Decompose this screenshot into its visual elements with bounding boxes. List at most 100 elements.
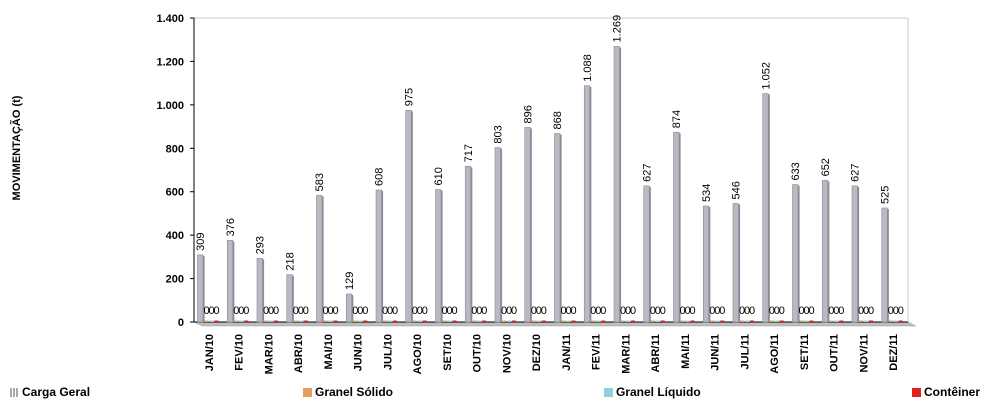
y-tick-label: 1.000 (156, 100, 184, 112)
x-tick-label: AGO/11 (769, 334, 781, 374)
chart-floor (193, 321, 917, 327)
y-tick-label: 200 (166, 274, 184, 286)
bar-carga-geral (613, 46, 620, 323)
data-label-zero-2: 0 (268, 305, 274, 317)
bar-zero-1 (293, 320, 298, 322)
bar-carga-geral (732, 203, 739, 323)
x-tick-label: MAI/10 (323, 334, 335, 369)
x-tick-label: JAN/10 (204, 334, 216, 371)
y-tick-label: 1.200 (156, 56, 184, 68)
data-label-zero-1: 0 (769, 305, 775, 317)
legend-swatch-conteiner (912, 387, 921, 397)
bar-zero-1 (323, 320, 328, 322)
data-label-carga-geral: 218 (285, 252, 297, 270)
bar-zero-3 (869, 320, 873, 322)
data-label-zero-2: 0 (833, 305, 839, 317)
bar-zero-2 (209, 320, 214, 322)
x-tick-label: AGO/10 (412, 334, 424, 374)
x-tick-label: JUL/10 (382, 334, 394, 370)
bar-carga-geral (405, 109, 412, 323)
x-tick-label: JAN/11 (561, 334, 573, 371)
bar-zero-2 (834, 320, 839, 322)
bar-side-carga-geral (470, 167, 473, 322)
y-tick-label: 400 (166, 230, 184, 242)
data-label-zero-2: 0 (446, 305, 452, 317)
data-label-zero-3: 0 (362, 305, 368, 317)
bar-side-carga-geral (708, 207, 711, 322)
bar-zero-2 (536, 320, 541, 322)
bar-zero-1 (621, 320, 625, 322)
y-tick-label: 600 (166, 187, 184, 199)
data-label-zero-3: 0 (689, 305, 695, 317)
bar-side-carga-geral (322, 196, 324, 322)
bar-zero-1 (412, 320, 417, 322)
data-label-zero-3: 0 (570, 305, 576, 317)
data-label-zero-1: 0 (560, 305, 566, 317)
bar-side-carga-geral (738, 204, 741, 322)
data-label-carga-geral: 652 (820, 158, 832, 176)
bar-zero-1 (740, 320, 744, 322)
data-label-zero-1: 0 (263, 305, 269, 317)
data-label-zero-1: 0 (858, 305, 864, 317)
bar-side-carga-geral (768, 94, 770, 323)
x-tick-label: JUN/11 (710, 334, 722, 371)
bar-side-carga-geral (351, 294, 354, 322)
bar-zero-3 (422, 320, 427, 322)
bar-zero-1 (859, 320, 863, 322)
data-label-carga-geral: 1.269 (612, 15, 624, 43)
data-label-carga-geral: 868 (552, 111, 564, 129)
bar-carga-geral (316, 195, 323, 323)
x-tick-label: DEZ/10 (531, 334, 543, 371)
data-label-carga-geral: 309 (195, 233, 207, 251)
bar-zero-3 (482, 320, 487, 322)
bar-zero-3 (363, 320, 368, 322)
data-label-zero-2: 0 (774, 305, 780, 317)
bar-zero-3 (452, 320, 457, 322)
data-label-zero-1: 0 (412, 305, 418, 317)
bar-zero-3 (333, 320, 338, 322)
bar-carga-geral (524, 127, 531, 323)
data-label-zero-1: 0 (471, 305, 477, 317)
x-tick-label: MAR/10 (263, 334, 275, 374)
data-label-zero-1: 0 (293, 305, 299, 317)
bar-zero-2 (774, 320, 779, 322)
data-label-carga-geral: 610 (433, 167, 445, 185)
data-label-zero-2: 0 (357, 305, 363, 317)
x-tick-label: JUN/10 (353, 334, 365, 371)
x-tick-label: MAR/11 (620, 334, 632, 374)
bar-carga-geral (673, 131, 680, 323)
data-label-zero-3: 0 (898, 305, 904, 317)
data-label-zero-3: 0 (213, 305, 219, 317)
x-tick-label: ABR/10 (293, 334, 305, 373)
data-label-zero-3: 0 (273, 305, 279, 317)
bar-zero-1 (829, 320, 834, 322)
data-label-zero-2: 0 (417, 305, 423, 317)
bar-zero-1 (204, 320, 209, 322)
y-axis-title: MOVIMENTAÇÃO (t) (10, 95, 23, 200)
data-label-zero-3: 0 (719, 305, 725, 317)
data-label-zero-2: 0 (565, 305, 571, 317)
data-label-zero-3: 0 (392, 305, 398, 317)
bar-zero-3 (274, 320, 278, 322)
bar-side-carga-geral (887, 209, 889, 322)
bar-zero-1 (888, 320, 893, 322)
data-label-carga-geral: 975 (404, 88, 416, 106)
bar-carga-geral (197, 254, 204, 323)
data-label-zero-2: 0 (655, 305, 661, 317)
bar-side-carga-geral (679, 133, 681, 322)
data-label-carga-geral: 874 (671, 110, 683, 128)
data-label-zero-2: 0 (684, 305, 690, 317)
bar-zero-3 (750, 320, 754, 322)
bar-zero-1 (680, 320, 685, 322)
data-label-zero-2: 0 (506, 305, 512, 317)
data-label-zero-2: 0 (327, 305, 333, 317)
bar-zero-1 (710, 320, 715, 322)
bar-zero-3 (303, 320, 308, 322)
data-label-zero-3: 0 (303, 305, 309, 317)
bar-zero-2 (864, 320, 868, 322)
data-label-zero-1: 0 (739, 305, 745, 317)
data-label-carga-geral: 627 (850, 163, 862, 181)
bar-zero-2 (298, 320, 303, 322)
bar-side-carga-geral (649, 186, 651, 322)
